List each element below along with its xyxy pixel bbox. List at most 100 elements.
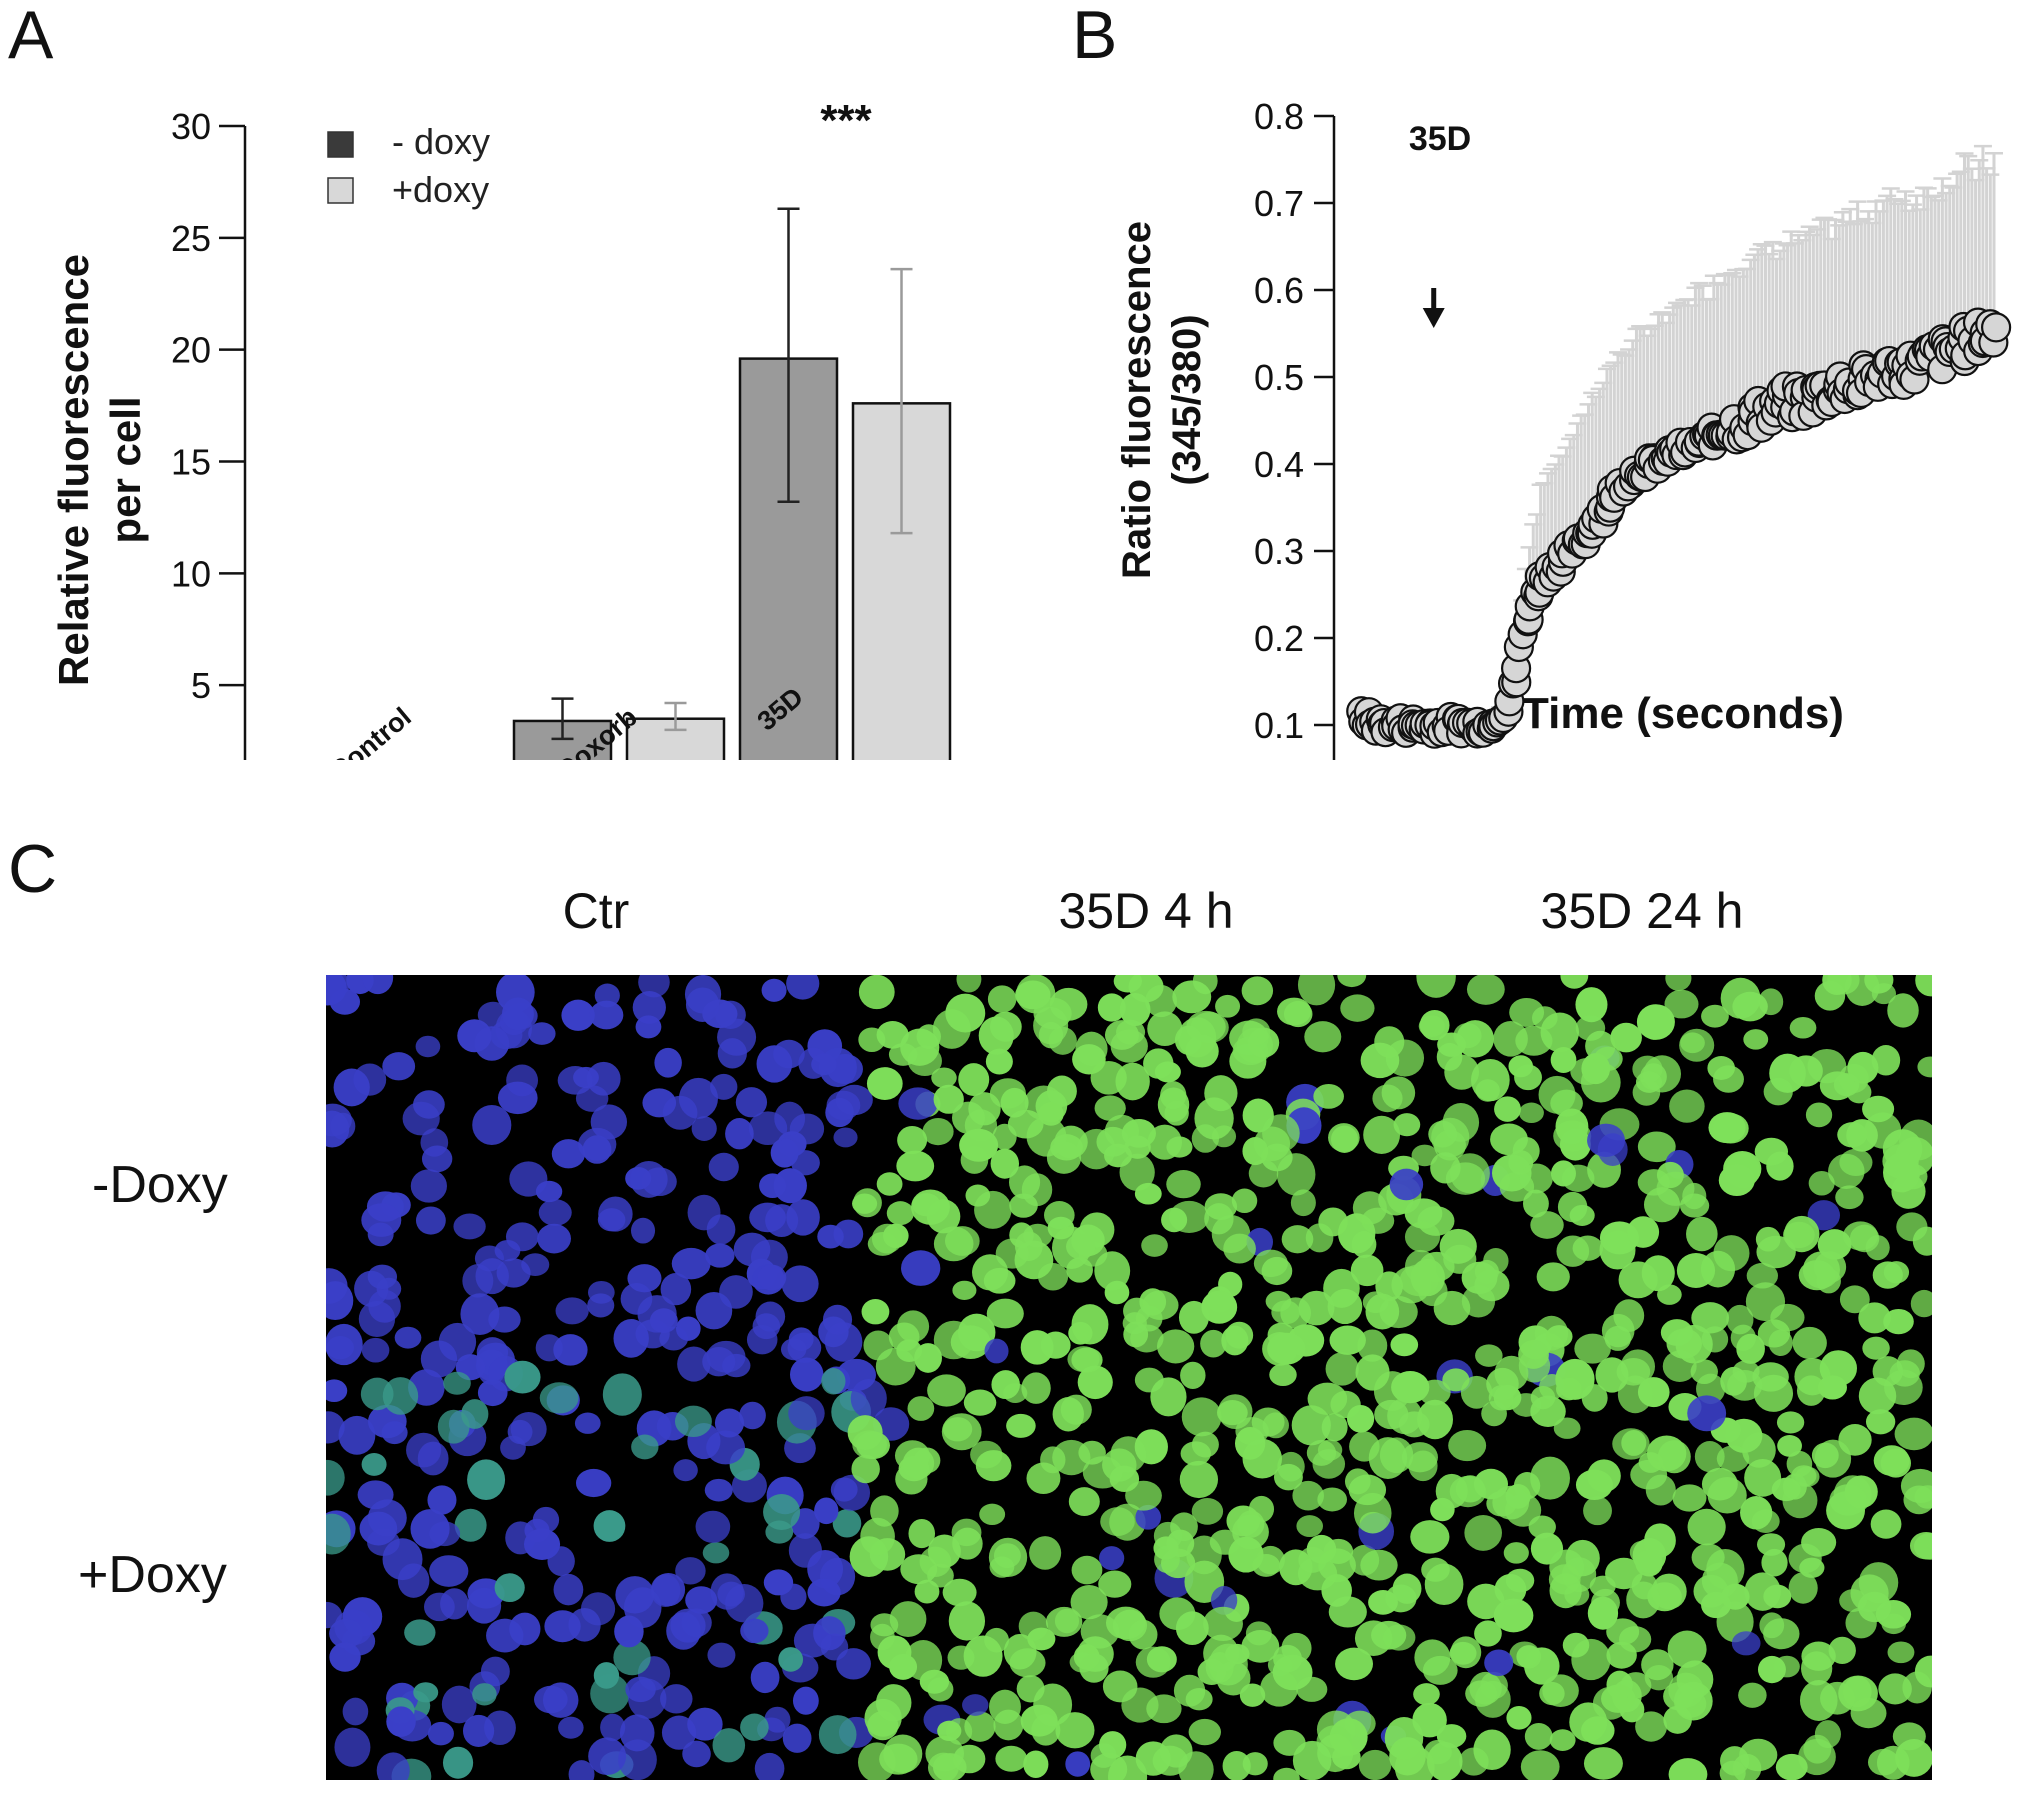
cell	[1712, 1113, 1749, 1144]
cell	[1178, 1751, 1214, 1780]
y-axis-label-line: per cell	[102, 396, 149, 543]
cell	[338, 1415, 376, 1455]
cell	[1307, 1382, 1348, 1416]
cell	[394, 1326, 422, 1349]
cell	[814, 1497, 839, 1525]
cell	[1792, 1326, 1827, 1360]
cell	[858, 1742, 896, 1780]
cell	[990, 1011, 1022, 1042]
cell	[787, 1332, 822, 1363]
cell	[326, 1103, 352, 1137]
cell	[1574, 1333, 1611, 1364]
cell	[975, 1450, 1012, 1482]
cell	[1416, 975, 1456, 998]
cell	[914, 1343, 942, 1373]
cell	[1077, 1365, 1113, 1400]
cell	[1475, 1344, 1503, 1367]
cell	[1119, 993, 1151, 1027]
cell	[376, 1752, 410, 1780]
cell	[410, 1169, 447, 1203]
cell	[1572, 1235, 1604, 1261]
cell	[948, 1601, 986, 1641]
cell	[329, 1642, 361, 1672]
cell	[477, 1379, 508, 1407]
cell	[590, 1104, 628, 1140]
cell	[613, 1639, 651, 1676]
cell	[1321, 1413, 1348, 1442]
cell	[708, 1152, 739, 1182]
micrograph-0-1	[326, 1360, 874, 1780]
cell	[1587, 1123, 1626, 1157]
cell	[555, 1297, 589, 1325]
cell	[1009, 1165, 1041, 1199]
cell	[850, 1378, 887, 1419]
cell	[326, 1459, 345, 1496]
cell	[367, 1264, 398, 1290]
cell	[702, 1542, 730, 1564]
cell	[695, 1510, 731, 1543]
cell	[1687, 1395, 1727, 1432]
cell	[922, 1118, 954, 1146]
cell	[1357, 1329, 1388, 1362]
cell	[1340, 994, 1375, 1022]
cell	[986, 1298, 1024, 1329]
cell	[1726, 1304, 1754, 1335]
panel-label-a: A	[8, 0, 54, 73]
cell	[1461, 1285, 1496, 1318]
column-label-35d-4h: 35D 4 h	[1058, 883, 1234, 939]
cell	[1033, 1006, 1069, 1045]
cell	[588, 1737, 627, 1776]
cell	[1672, 1484, 1707, 1512]
cell	[1667, 1630, 1707, 1668]
cell	[1154, 1545, 1180, 1574]
cell	[1903, 1485, 1932, 1515]
cell	[1166, 1136, 1193, 1158]
cell	[972, 1254, 1009, 1291]
cell	[1190, 1012, 1229, 1044]
cell	[813, 1616, 846, 1651]
cell	[467, 1587, 502, 1624]
cell	[705, 1243, 735, 1268]
cell	[650, 1574, 681, 1607]
cell	[1818, 1375, 1848, 1400]
cell	[1006, 1413, 1036, 1438]
cell	[754, 1752, 785, 1780]
cell	[1562, 1632, 1590, 1658]
cell	[952, 1280, 977, 1300]
cell	[702, 999, 738, 1029]
cell	[1883, 1152, 1921, 1193]
cell	[660, 1684, 693, 1714]
cell	[926, 1199, 961, 1234]
cell	[1097, 993, 1126, 1022]
cell	[953, 1744, 986, 1774]
cell	[413, 1682, 439, 1703]
cell	[1838, 1675, 1878, 1712]
cell	[1902, 1671, 1932, 1704]
cell	[361, 1203, 402, 1237]
cell	[832, 1509, 862, 1538]
cell	[1475, 1680, 1511, 1718]
cell	[1071, 1304, 1109, 1345]
cell	[792, 1686, 819, 1715]
cell	[362, 975, 394, 995]
cell	[1096, 1126, 1130, 1157]
cell	[1009, 1648, 1046, 1678]
cell	[1524, 1647, 1560, 1685]
cell	[538, 1199, 572, 1226]
cell	[1277, 997, 1312, 1026]
cell	[1232, 1036, 1269, 1066]
cell	[625, 1167, 652, 1190]
cell	[1801, 1651, 1833, 1686]
cell	[1358, 1749, 1392, 1780]
cell	[1519, 1163, 1553, 1194]
cell	[1539, 1681, 1565, 1706]
cell	[1721, 1583, 1750, 1610]
cell	[1871, 1045, 1901, 1076]
cell	[673, 1459, 698, 1482]
cell	[1232, 1514, 1269, 1550]
cell	[1421, 1557, 1450, 1582]
cell	[406, 1432, 442, 1468]
cell	[1248, 1159, 1279, 1188]
cell	[1461, 1261, 1498, 1294]
